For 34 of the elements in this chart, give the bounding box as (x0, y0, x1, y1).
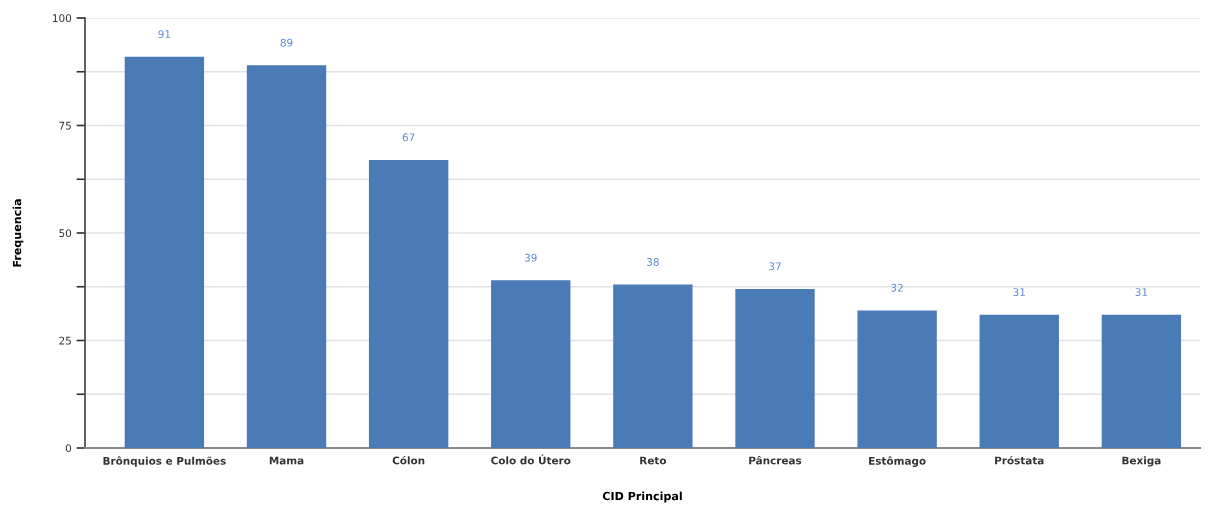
x-tick-label: Bexiga (1122, 456, 1161, 467)
y-axis-title: Frequencia (12, 199, 24, 267)
y-tick-label: 100 (53, 14, 72, 23)
bar (735, 288, 815, 448)
bar (124, 56, 205, 448)
data-label: 89 (280, 38, 293, 47)
x-axis-title: CID Principal (602, 491, 682, 503)
data-label: 31 (1135, 288, 1148, 297)
data-label: 67 (402, 133, 415, 142)
data-label: 91 (158, 30, 171, 39)
data-label: 31 (1013, 288, 1025, 297)
bar (857, 310, 937, 448)
bar (1101, 314, 1182, 448)
data-label: 39 (524, 253, 537, 262)
bar (613, 284, 693, 448)
x-tick-label: Cólon (392, 455, 425, 465)
data-label: 38 (647, 258, 659, 266)
bar (491, 280, 571, 448)
bar (979, 314, 1059, 448)
bar (246, 65, 327, 448)
x-tick-label: Pâncreas (749, 455, 802, 465)
x-tick-label: Colo do Útero (491, 454, 571, 465)
y-tick-label: 75 (59, 121, 71, 130)
y-tick-label: 25 (59, 336, 71, 345)
data-label: 37 (769, 262, 781, 271)
x-tick-label: Mama (269, 456, 304, 465)
x-tick-label: Reto (640, 456, 667, 465)
y-tick-label: 50 (59, 229, 72, 238)
bar (368, 159, 449, 448)
x-tick-label: Brônquios e Pulmões (103, 456, 226, 467)
x-tick-label: Estômago (869, 456, 926, 467)
y-tick-label: 0 (65, 444, 72, 453)
data-label: 32 (891, 283, 903, 292)
x-tick-label: Próstata (995, 455, 1044, 465)
